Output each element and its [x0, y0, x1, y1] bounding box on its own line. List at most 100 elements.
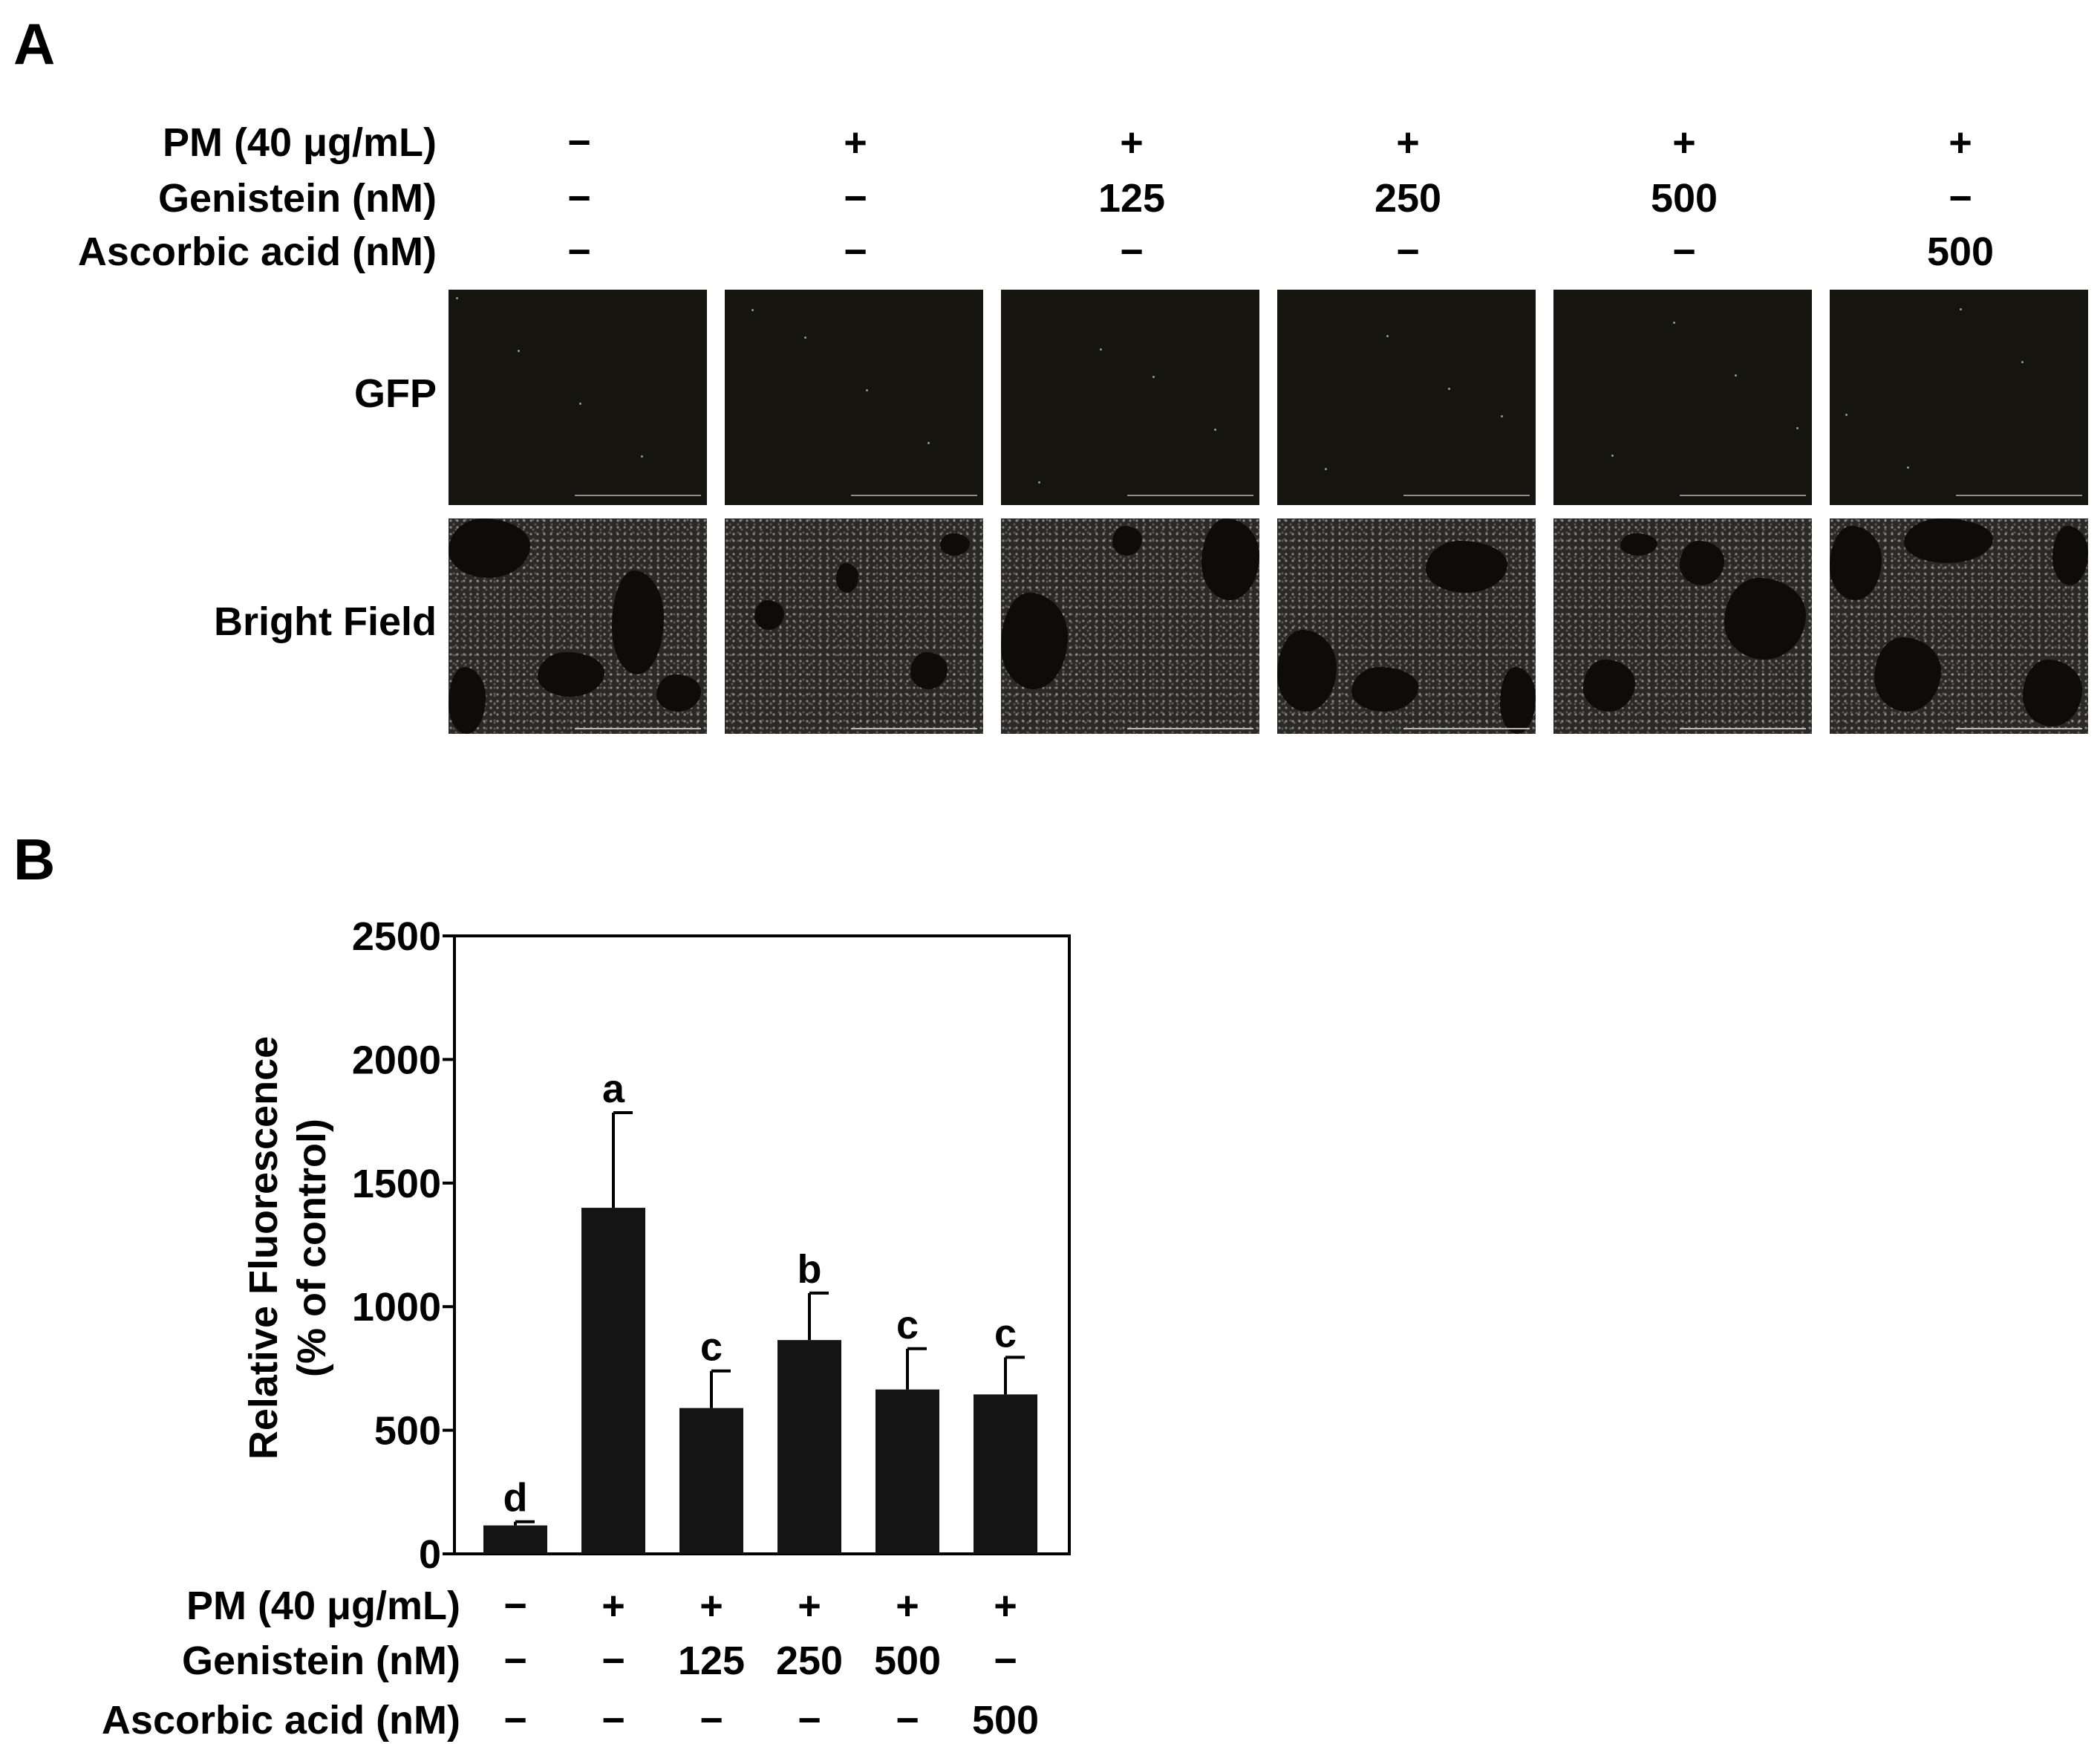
cell-free-region	[449, 518, 530, 578]
y-tick-label: 2000	[352, 1038, 441, 1082]
gfp-image-col4	[1277, 290, 1536, 505]
gfp-signal-speck	[927, 442, 930, 444]
panel-a-ascorbic-value-col6: 500	[1926, 230, 1995, 274]
gfp-signal-speck	[1960, 308, 1962, 310]
bright-field-image-col2	[725, 518, 983, 734]
significance-letter-4: b	[798, 1247, 822, 1292]
cell-free-region	[612, 570, 664, 674]
significance-letter-2: a	[602, 1067, 625, 1111]
scale-bar	[1127, 495, 1253, 496]
gfp-signal-speck	[456, 297, 458, 299]
gfp-signal-speck	[1214, 429, 1216, 431]
panel-b-pm-value-col6: +	[994, 1584, 1017, 1628]
significance-letter-6: c	[994, 1311, 1017, 1356]
panel-b-ascorbic-value-col1: −	[503, 1698, 527, 1743]
cell-free-region	[2023, 660, 2082, 726]
cell-free-region	[1500, 667, 1536, 734]
gfp-signal-speck	[1735, 374, 1737, 377]
y-tick-label: 500	[374, 1409, 441, 1454]
panel-a-ascorbic-label: Ascorbic acid (nM)	[77, 230, 437, 274]
gfp-signal-speck	[1611, 455, 1614, 457]
panel-b-pm-value-col4: +	[798, 1584, 821, 1628]
panel-b-ascorbic-value-col5: −	[896, 1698, 919, 1743]
bars-group: d a c b c c	[483, 1067, 1037, 1554]
cell-free-region	[1201, 518, 1259, 600]
cell-free-region	[1001, 593, 1068, 689]
bright-field-row-label: Bright Field	[214, 599, 437, 644]
bright-field-image-col5	[1553, 518, 1812, 734]
gfp-signal-speck	[641, 455, 643, 458]
gfp-signal-speck	[1673, 322, 1675, 324]
gfp-signal-speck	[1152, 376, 1155, 378]
cell-free-region	[656, 674, 701, 712]
y-tick-label: 2500	[352, 914, 441, 959]
significance-letter-1: d	[503, 1476, 528, 1520]
y-tick-label: 1500	[352, 1162, 441, 1206]
gfp-signal-speck	[866, 389, 868, 391]
panel-b-ascorbic-value-col4: −	[798, 1698, 821, 1743]
panel-b-genistein-label: Genistein (nM)	[182, 1639, 460, 1683]
significance-letter-3: c	[700, 1325, 723, 1370]
cell-free-region	[1620, 533, 1657, 556]
panel-b-ascorbic-value-col6: 500	[972, 1698, 1039, 1743]
bright-field-image-col3	[1001, 518, 1259, 734]
panel-b-genistein-value-col6: −	[994, 1639, 1017, 1683]
gfp-signal-speck	[1501, 415, 1503, 417]
gfp-signal-speck	[1038, 481, 1040, 484]
panel-a-genistein-value-col5: 500	[1650, 176, 1718, 221]
panel-a-genistein-value-col2: −	[844, 176, 867, 221]
plot-frame	[453, 934, 1071, 1555]
panel-a-genistein-value-col4: 250	[1374, 176, 1442, 221]
gfp-signal-speck	[751, 309, 754, 311]
panel-a-pm-value-col2: +	[844, 120, 867, 165]
cell-free-region	[449, 667, 486, 734]
panel-a-pm-value-col6: +	[1949, 120, 1972, 165]
cell-free-region	[1426, 541, 1507, 593]
panel-b-genistein-value-col2: −	[601, 1639, 625, 1683]
cell-free-region	[910, 652, 948, 689]
panel-b-genistein-value-col3: 125	[678, 1639, 745, 1683]
gfp-image-col1	[449, 290, 707, 505]
scale-bar	[575, 728, 701, 729]
gfp-signal-speck	[804, 336, 806, 339]
bright-field-image-col6	[1830, 518, 2088, 734]
scale-bar	[851, 495, 977, 496]
scale-bar	[1956, 495, 2082, 496]
panel-a-pm-value-col3: +	[1120, 120, 1144, 165]
significance-letter-5: c	[896, 1303, 919, 1347]
y-axis-label-line1: Relative Fluorescence	[241, 1036, 286, 1460]
panel-a-genistein-value-col6: −	[1949, 176, 1972, 221]
gfp-signal-speck	[579, 403, 581, 405]
panel-b-ascorbic-label: Ascorbic acid (nM)	[102, 1698, 460, 1743]
panel-a-genistein-value-col3: 125	[1098, 176, 1166, 221]
panel-b-ascorbic-value-col2: −	[601, 1698, 625, 1743]
panel-a-genistein-label: Genistein (nM)	[158, 176, 437, 221]
cell-free-region	[1874, 637, 1941, 712]
bright-field-image-col4	[1277, 518, 1536, 734]
gfp-image-col5	[1553, 290, 1812, 505]
panel-a-ascorbic-value-col1: −	[567, 230, 591, 274]
scale-bar	[1956, 728, 2082, 729]
scale-bar	[1680, 728, 1806, 729]
panel-a-pm-label: PM (40 μg/mL)	[162, 120, 437, 165]
gfp-signal-speck	[1845, 414, 1848, 416]
scale-bar	[851, 728, 977, 729]
gfp-signal-speck	[1796, 427, 1799, 429]
cell-free-region	[1680, 541, 1724, 585]
panel-b-pm-label: PM (40 μg/mL)	[186, 1584, 460, 1628]
cell-free-region	[1724, 578, 1806, 660]
cell-free-region	[836, 563, 858, 593]
bar-1	[483, 1525, 547, 1554]
bar-6	[974, 1394, 1037, 1554]
cell-free-region	[1277, 630, 1337, 712]
gfp-signal-speck	[1907, 466, 1909, 469]
gfp-signal-speck	[1100, 348, 1102, 351]
gfp-row-label: GFP	[353, 371, 437, 416]
cell-free-region	[1112, 526, 1142, 556]
panel-b-genistein-value-col1: −	[503, 1639, 527, 1683]
panel-b-pm-value-col2: +	[601, 1584, 625, 1628]
y-tick-label: 0	[419, 1532, 441, 1577]
panel-b-pm-value-col3: +	[700, 1584, 723, 1628]
cell-free-region	[2052, 526, 2088, 585]
